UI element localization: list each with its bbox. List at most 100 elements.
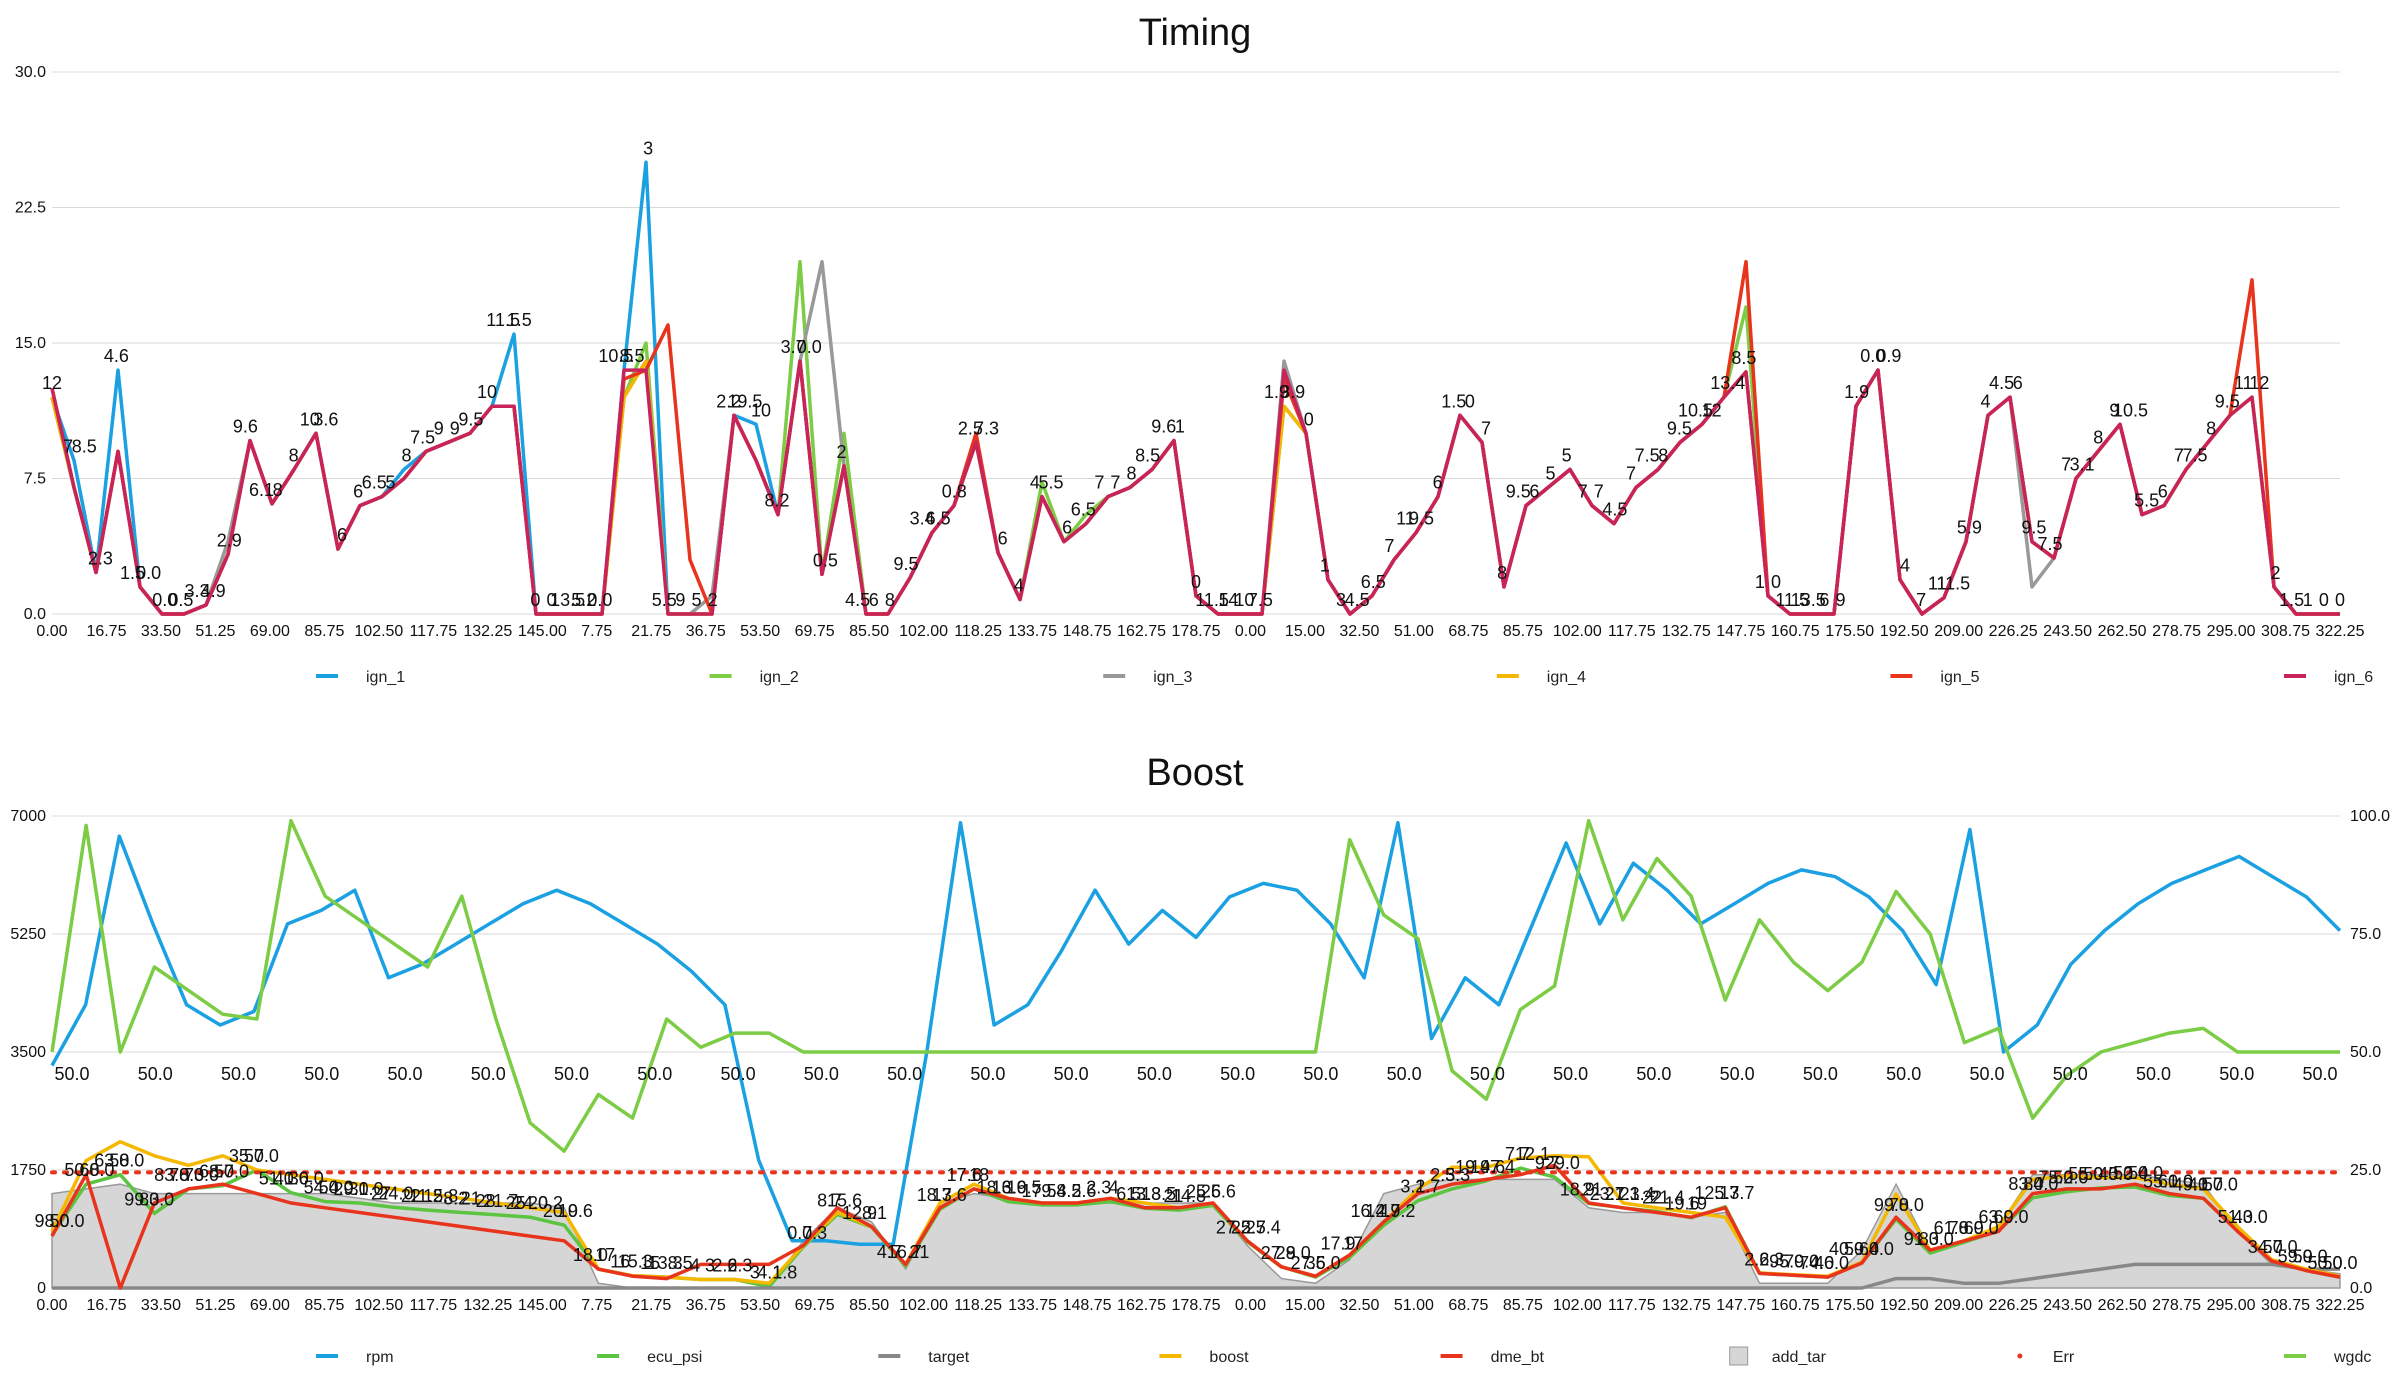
boost-data-label: 19.6 (558, 1201, 593, 1221)
timing-x-tick: 132.75 (1662, 623, 1711, 640)
boost-data-label: 51.0 (2218, 1207, 2253, 1227)
boost-x-tick: 175.50 (1825, 1297, 1874, 1314)
timing-x-tick: 16.75 (86, 623, 126, 640)
timing-data-label: 6 (998, 529, 1008, 549)
boost-legend-item: ecu_psi (597, 1349, 702, 1366)
timing-chart: 0.07.515.022.530.00.00 16.75 33.50 51.25 69.… (15, 64, 2373, 686)
timing-data-label: 7 (1384, 536, 1394, 556)
timing-data-label: 0.5 (813, 550, 838, 570)
timing-x-tick: 278.75 (2152, 623, 2201, 640)
boost-data-label: 9.8 (1041, 1181, 1066, 1201)
boost-data-label: 50.0 (64, 1160, 99, 1180)
boost-data-label: 2.3 (1759, 1249, 1784, 1269)
timing-data-label: 0.9 (1876, 346, 1901, 366)
boost-baseline-label: 50.0 (637, 1064, 672, 1084)
timing-data-label: 4 (1014, 576, 1024, 596)
boost-x-tick: 15.00 (1285, 1297, 1325, 1314)
timing-data-label: 0 (2335, 590, 2345, 610)
boost-x-tick: 0.00 (36, 1297, 67, 1314)
boost-data-label: 51.0 (259, 1169, 294, 1189)
boost-baseline-label: 50.0 (721, 1064, 756, 1084)
boost-data-label: 15 (640, 1253, 660, 1273)
timing-data-label: 11.5 (1936, 574, 1970, 594)
boost-x-tick: 33.50 (141, 1297, 181, 1314)
boost-data-label: 2.6 (1744, 1249, 1769, 1269)
boost-data-label: 95.0 (1769, 1251, 1804, 1271)
timing-x-tick: 85.75 (1503, 623, 1543, 640)
timing-x-tick: 68.75 (1448, 623, 1488, 640)
timing-data-label: 0.5 (168, 590, 193, 610)
boost-data-label: 43.0 (2233, 1207, 2268, 1227)
timing-data-label: 6 (869, 590, 879, 610)
timing-data-label: 10 (300, 409, 320, 429)
timing-data-label: 10 (1234, 590, 1254, 610)
timing-data-label: 1 (1320, 556, 1330, 576)
boost-x-tick: 147.75 (1716, 1297, 1765, 1314)
boost-x-tick: 16.75 (86, 1297, 126, 1314)
boost-data-label: 21.7 (483, 1191, 518, 1211)
boost-data-label: 8.7 (817, 1190, 842, 1210)
timing-data-label: 8.5 (1731, 348, 1756, 368)
boost-data-label: 17.6 (932, 1185, 967, 1205)
boost-baseline-label: 50.0 (1303, 1064, 1338, 1084)
timing-x-tick: 322.25 (2316, 623, 2365, 640)
boost-x-tick: 160.75 (1771, 1297, 1820, 1314)
boost-baseline-label: 50.0 (970, 1064, 1005, 1084)
boost-data-label: 52.0 (2113, 1163, 2148, 1183)
timing-data-label: 8 (401, 445, 411, 465)
timing-legend-item: ign_3 (1103, 669, 1192, 686)
timing-data-label: 8 (2206, 418, 2216, 438)
boost-x-tick: 133.75 (1008, 1297, 1057, 1314)
boost-data-label: 57.0 (244, 1146, 279, 1166)
timing-data-label: 2 (708, 590, 718, 610)
boost-data-label: 40.0 (1829, 1239, 1864, 1259)
timing-data-label: 11.5 (1195, 590, 1229, 610)
boost-baseline-label: 50.0 (1803, 1064, 1838, 1084)
boost-baseline-label: 50.0 (2136, 1064, 2171, 1084)
timing-data-label: 10 (477, 382, 497, 402)
timing-data-label: 3.3 (184, 581, 209, 601)
boost-data-label: 50.0 (2322, 1253, 2357, 1273)
timing-x-tick: 178.75 (1172, 623, 1221, 640)
timing-x-tick: 209.00 (1934, 623, 1983, 640)
timing-data-label: 5 (1562, 445, 1572, 465)
boost-data-label: 99.0 (1874, 1195, 1909, 1215)
boost-data-label: 15.8 (423, 1186, 458, 1206)
timing-data-label: 8.5 (1135, 445, 1160, 465)
timing-x-tick: 118.25 (954, 623, 1002, 640)
timing-x-tick: 69.75 (795, 623, 835, 640)
boost-x-tick: 148.75 (1063, 1297, 1112, 1314)
boost-legend-label: rpm (366, 1349, 394, 1366)
timing-data-label: 9.5 (893, 554, 918, 574)
timing-data-label: 0.0 (1860, 346, 1885, 366)
timing-data-label: 5.9 (1957, 518, 1982, 538)
timing-data-label: 4.5 (845, 590, 870, 610)
boost-x-tick: 117.75 (1608, 1297, 1656, 1314)
boost-x-tick: 209.00 (1934, 1297, 1983, 1314)
timing-data-label: 8 (273, 480, 283, 500)
timing-data-label: 3.4 (910, 509, 935, 529)
timing-data-label: 5.5 (2134, 491, 2159, 511)
boost-legend-item: rpm (316, 1349, 394, 1366)
boost-data-label: 4.1 (757, 1263, 782, 1283)
boost-data-label: 18.5 (1141, 1184, 1176, 1204)
timing-x-tick: 162.75 (1117, 623, 1166, 640)
boost-data-label: 16.2 (1350, 1201, 1385, 1221)
boost-baseline-label: 50.0 (887, 1064, 922, 1084)
boost-x-tick: 226.25 (1989, 1297, 2038, 1314)
timing-data-label: 7 (63, 436, 73, 456)
boost-data-label: 55.0 (2143, 1171, 2178, 1191)
boost-data-label: 2.7 (1415, 1177, 1440, 1197)
boost-data-label: 5.7 (1714, 1183, 1739, 1203)
timing-data-label: 13.4 (1710, 373, 1745, 393)
timing-data-label: 0 (1465, 391, 1475, 411)
timing-data-label: 3 (643, 138, 653, 158)
timing-data-label: 2.2 (716, 391, 741, 411)
boost-x-tick: 102.00 (1553, 1297, 1602, 1314)
timing-data-label: 14 (1218, 590, 1238, 610)
boost-legend-item: boost (1159, 1349, 1249, 1366)
boost-data-label: 61.0 (2158, 1171, 2193, 1191)
boost-baseline-label: 50.0 (1137, 1064, 1172, 1084)
boost-data-label: 45.0 (2098, 1164, 2133, 1184)
boost-x-tick: 132.75 (1662, 1297, 1711, 1314)
